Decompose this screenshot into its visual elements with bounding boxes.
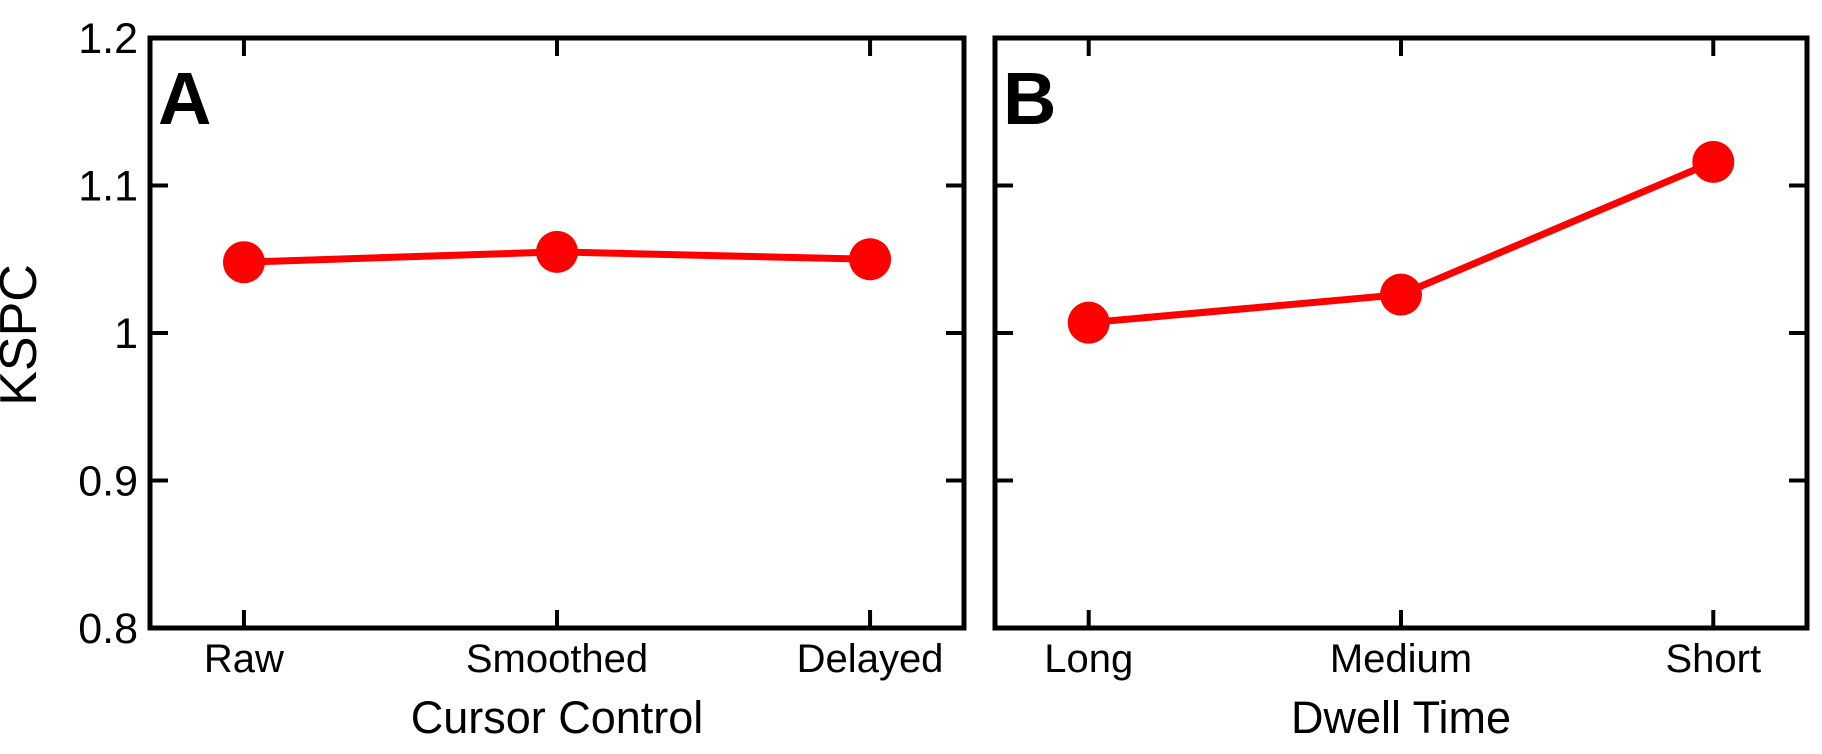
- axes-box: [147, 35, 967, 631]
- x-axis-label: Dwell Time: [1291, 692, 1511, 743]
- y-tick-label: 1.1: [78, 163, 138, 211]
- data-point-marker: [849, 238, 892, 281]
- x-axis-label: Cursor Control: [411, 692, 704, 743]
- data-point-marker: [1067, 301, 1110, 344]
- x-tick-label: Short: [1665, 637, 1761, 681]
- x-tick-label: Smoothed: [466, 637, 648, 681]
- x-tick-label: Delayed: [797, 637, 944, 681]
- x-tick-label: Medium: [1330, 637, 1472, 681]
- y-tick-label: 1: [114, 310, 138, 358]
- panel-letter: B: [1003, 57, 1056, 140]
- data-point-marker: [1692, 140, 1735, 183]
- y-tick-label: 0.9: [78, 458, 138, 506]
- panel-b: Long Medium Short B Dwell Time: [992, 35, 1810, 743]
- y-tick-label: 0.8: [78, 605, 138, 653]
- x-tick-label: Raw: [204, 637, 284, 681]
- data-point-marker: [222, 241, 265, 284]
- panel-letter: A: [158, 57, 211, 140]
- y-tick-label: 1.2: [78, 15, 138, 63]
- axes-box: [992, 35, 1810, 631]
- data-point-marker: [1380, 273, 1422, 316]
- panel-a: Raw Smoothed Delayed 0.8 0.9 1 1.1 1.2 A Cursor C…: [0, 15, 967, 743]
- y-axis-label: KSPC: [0, 264, 48, 406]
- x-tick-label: Long: [1044, 637, 1133, 681]
- data-point-marker: [536, 230, 578, 273]
